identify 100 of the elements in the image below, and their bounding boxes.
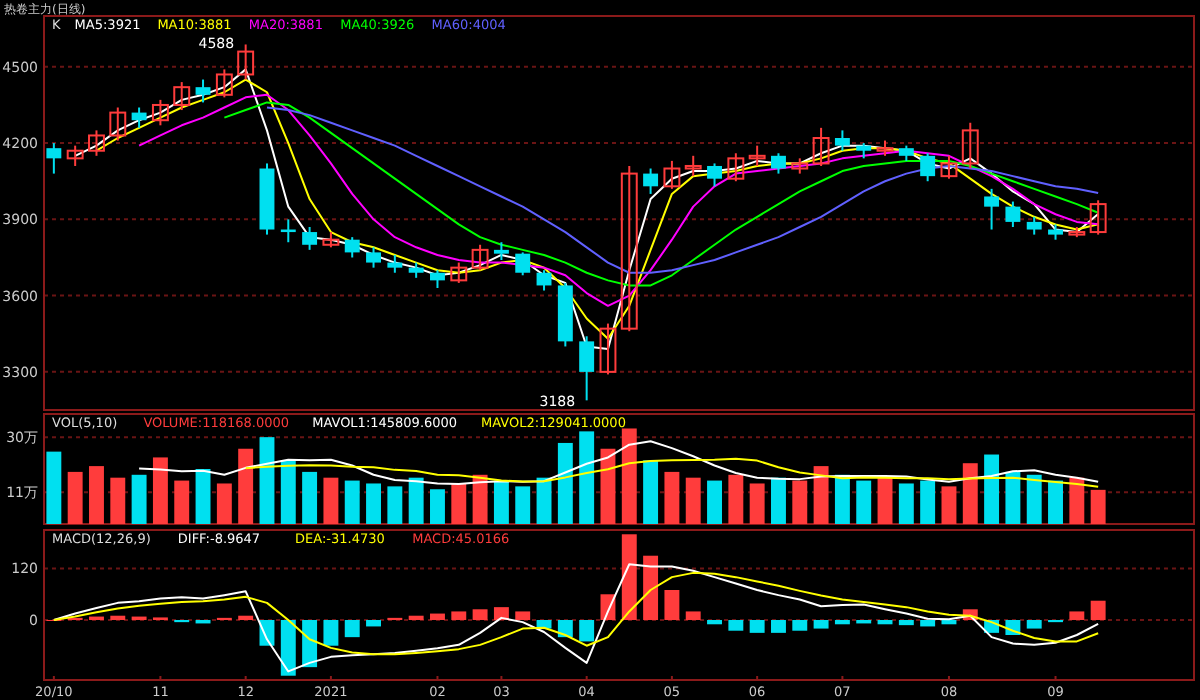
candlestick xyxy=(834,129,850,152)
bar xyxy=(856,480,872,524)
bar xyxy=(152,457,168,524)
bar xyxy=(771,620,786,633)
bar xyxy=(515,486,531,524)
bar xyxy=(664,471,680,524)
bar xyxy=(898,620,914,626)
bar xyxy=(408,477,424,524)
bar xyxy=(1090,489,1106,524)
candlestick xyxy=(46,142,62,175)
bar xyxy=(238,448,254,524)
candlestick xyxy=(515,251,531,277)
bar xyxy=(280,460,296,524)
candlestick xyxy=(173,81,191,112)
bar xyxy=(984,454,1000,524)
candlestick xyxy=(109,106,127,142)
bar xyxy=(493,480,509,524)
bar xyxy=(67,471,83,524)
bar xyxy=(834,474,850,524)
bar xyxy=(89,466,104,524)
bar xyxy=(430,489,445,524)
bar xyxy=(1048,480,1063,524)
bar xyxy=(344,480,360,524)
candlestick xyxy=(599,322,617,376)
bar xyxy=(344,620,360,638)
bar xyxy=(941,486,957,524)
bar xyxy=(898,483,914,524)
bar xyxy=(280,620,296,676)
bar xyxy=(430,613,445,620)
bar xyxy=(920,480,936,524)
candlestick xyxy=(920,152,936,183)
bar xyxy=(472,609,488,620)
bar xyxy=(323,620,339,646)
candlestick xyxy=(344,236,360,259)
bar xyxy=(728,620,744,631)
candlestick xyxy=(237,43,255,81)
bar xyxy=(1005,471,1021,524)
line-series xyxy=(138,440,1100,486)
bar xyxy=(131,474,147,524)
bar xyxy=(451,483,467,524)
candlestick xyxy=(771,152,786,175)
bar xyxy=(557,620,573,638)
bar xyxy=(110,477,126,524)
candlestick xyxy=(1005,200,1021,228)
bar xyxy=(323,477,339,524)
bar xyxy=(302,620,318,668)
candlestick xyxy=(88,129,105,157)
bar xyxy=(1069,611,1085,620)
bar xyxy=(685,611,701,620)
bar xyxy=(728,474,744,524)
bar xyxy=(579,431,595,524)
bar xyxy=(46,451,62,524)
bar xyxy=(771,477,786,524)
bar xyxy=(174,480,190,524)
line-series xyxy=(138,93,1100,307)
line-series xyxy=(244,457,1100,488)
bar xyxy=(387,486,403,524)
bar xyxy=(813,620,829,629)
bar xyxy=(621,534,637,620)
candlestick xyxy=(961,121,979,170)
bar xyxy=(813,466,829,524)
bar xyxy=(302,471,318,524)
bar xyxy=(664,590,680,620)
candlestick xyxy=(450,261,468,284)
bar xyxy=(259,437,275,524)
line-series xyxy=(52,563,1100,673)
candlestick xyxy=(984,187,1000,231)
candlestick xyxy=(366,246,381,269)
candlestick xyxy=(748,144,766,167)
candlestick xyxy=(812,126,830,167)
bar xyxy=(1026,620,1042,629)
candlestick xyxy=(684,154,702,178)
bar xyxy=(749,483,765,524)
line-series xyxy=(52,571,1100,656)
bar xyxy=(685,477,701,524)
candlestick xyxy=(940,154,958,180)
candlestick xyxy=(663,159,681,190)
candlestick xyxy=(131,106,147,129)
bar xyxy=(877,477,893,524)
bar xyxy=(216,483,232,524)
candlestick xyxy=(727,152,745,183)
candlestick xyxy=(66,144,84,167)
bar xyxy=(451,611,467,620)
bar xyxy=(557,442,573,524)
candlestick xyxy=(1089,199,1107,236)
candlestick xyxy=(620,164,638,333)
bar xyxy=(579,620,595,642)
bar xyxy=(643,555,659,620)
bar xyxy=(749,620,765,633)
candlestick xyxy=(579,335,595,402)
bar xyxy=(366,620,381,627)
candlestick xyxy=(215,68,233,99)
candlestick xyxy=(151,98,169,127)
bar xyxy=(792,480,808,524)
bar xyxy=(643,460,659,524)
candlestick xyxy=(471,243,489,272)
bar xyxy=(792,620,808,631)
bar xyxy=(621,428,637,524)
bar xyxy=(472,474,488,524)
bar xyxy=(195,469,211,524)
